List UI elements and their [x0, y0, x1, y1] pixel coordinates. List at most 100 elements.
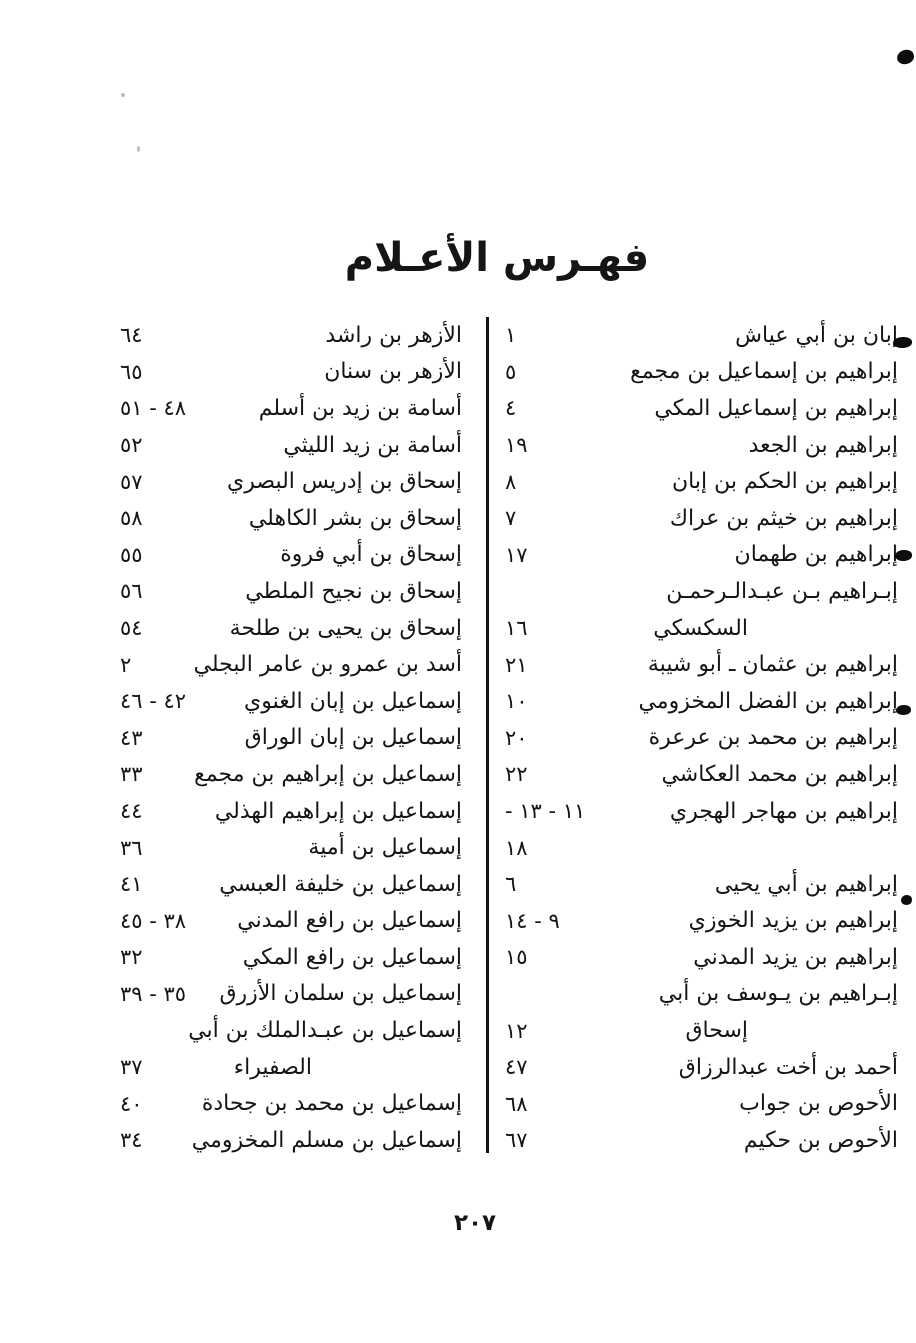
index-entry-page-numbers: ١٦ [505, 616, 528, 641]
index-entry-name: إبراهيم بن طهمان [734, 542, 898, 568]
index-row: إبـراهيم بـن عبـدالـرحمـن [505, 573, 898, 610]
index-entry-page-numbers: ٦٥ [120, 359, 143, 384]
index-row: الأحوص بن جواب ٦٨ [505, 1085, 898, 1122]
index-row: إسحاق بن بشر الكاهلي ٥٨ [120, 500, 462, 537]
index-row: إبراهيم بن محمد بن عرعرة ٢٠ [505, 720, 898, 757]
index-entry-page-numbers: ٦ [505, 872, 517, 897]
index-row: إبراهيم بن خيثم بن عراك ٧ [505, 500, 898, 537]
index-entry-page-numbers: ٤٠ [120, 1091, 143, 1116]
index-row: إسماعيل بن رافع المدني ٣٨ - ٤٥ [120, 903, 462, 940]
index-row: إبراهيم بن الجعد ١٩ [505, 427, 898, 464]
index-row: إسماعيل بن عبـدالملك بن أبي [120, 1012, 462, 1049]
index-entry-page-numbers: ٤١ [120, 872, 143, 897]
index-entry-name: إسماعيل بن خليفة العبسي [219, 871, 462, 897]
index-entry-name: إبـراهيم بـن عبـدالـرحمـن [666, 578, 898, 604]
index-entry-name: إبراهيم بن يزيد المدني [693, 944, 898, 970]
index-entry-page-numbers: ١٥ [505, 945, 528, 970]
index-row: أسامة بن زيد بن أسلم ٤٨ - ٥١ [120, 390, 462, 427]
index-row: إبراهيم بن يزيد المدني ١٥ [505, 939, 898, 976]
index-entry-page-numbers: ٤٣ [120, 725, 143, 750]
index-row: إسماعيل بن أمية ٣٦ [120, 829, 462, 866]
index-row: أسامة بن زيد الليثي ٥٢ [120, 427, 462, 464]
index-entry-name: إسماعيل بن إبان الغنوي [244, 688, 462, 714]
index-row: الأحوص بن حكيم ٦٧ [505, 1122, 898, 1159]
ink-speck [893, 337, 912, 348]
index-entry-page-numbers: ١٨ [505, 835, 528, 860]
index-entry-page-numbers: ٦٧ [505, 1128, 528, 1153]
index-entry-page-numbers: ١٢ [505, 1018, 528, 1043]
index-entry-name: إسماعيل بن محمد بن جحادة [201, 1091, 462, 1117]
index-entry-name: إبراهيم بن الفضل المخزومي [638, 688, 898, 714]
index-entry-page-numbers: ٥٢ [120, 433, 143, 458]
index-entry-name: إسماعيل بن رافع المكي [242, 944, 462, 970]
page-number: ٢٠٧ [453, 1210, 497, 1236]
index-entry-name: إسماعيل بن عبـدالملك بن أبي [188, 1018, 462, 1044]
index-entry-name: أسامة بن زيد بن أسلم [258, 395, 462, 421]
index-entry-page-numbers: ٣٣ [120, 762, 143, 787]
index-entry-page-numbers: ٤٧ [505, 1055, 528, 1080]
index-entry-name: إبراهيم بن الجعد [748, 432, 898, 458]
index-entry-page-numbers: ٢٠ [505, 725, 528, 750]
index-entry-name: إسحاق بن بشر الكاهلي [248, 505, 462, 531]
index-entry-page-numbers: ٥٤ [120, 616, 143, 641]
index-entry-page-numbers: ١٩ [505, 433, 528, 458]
ink-speck [896, 705, 911, 715]
index-row: إسحاق بن يحيى بن طلحة ٥٤ [120, 610, 462, 647]
index-row: أحمد بن أخت عبدالرزاق ٤٧ [505, 1049, 898, 1086]
index-entry-name: السكسكي [653, 615, 748, 641]
index-entry-name: إسحاق [685, 1018, 748, 1044]
index-row: إبراهيم بن عثمان ـ أبو شيبة ٢١ [505, 646, 898, 683]
index-entry-page-numbers: ٤ [505, 396, 517, 421]
ink-speck [895, 48, 916, 66]
index-entry-page-numbers: ٥٦ [120, 579, 143, 604]
index-entry-name: الأزهر بن سنان [324, 359, 462, 385]
index-entry-name: إسماعيل بن مسلم المخزومي [191, 1127, 462, 1153]
index-entry-name: أسد بن عمرو بن عامر البجلي [193, 652, 462, 678]
index-entry-page-numbers: ٧ [505, 506, 517, 531]
index-entry-name: الأحوص بن جواب [739, 1091, 898, 1117]
index-column-right: إبان بن أبي عياش ١ إبراهيم بن إسماعيل بن م… [505, 317, 898, 1159]
index-entry-name: إبراهيم بن إسماعيل المكي [654, 395, 898, 421]
index-row: إبراهيم بن مهاجر الهجري ١١ - ١٣ - [505, 793, 898, 830]
index-row: إسماعيل بن خليفة العبسي ٤١ [120, 866, 462, 903]
ink-speck [895, 550, 912, 561]
index-entry-name: إسماعيل بن إبراهيم بن مجمع [194, 761, 462, 787]
index-entry-page-numbers: ٨ [505, 469, 517, 494]
index-row: إبراهيم بن إسماعيل بن مجمع ٥ [505, 354, 898, 391]
index-row: إسماعيل بن محمد بن جحادة ٤٠ [120, 1085, 462, 1122]
index-entry-page-numbers: ٥٨ [120, 506, 143, 531]
index-row: إسحاق بن نجيح الملطي ٥٦ [120, 573, 462, 610]
index-entry-name: إبراهيم بن محمد العكاشي [661, 761, 898, 787]
index-row: إبراهيم بن الحكم بن إبان ٨ [505, 463, 898, 500]
index-row: إسحاق بن إدريس البصري ٥٧ [120, 463, 462, 500]
index-entry-name: أسامة بن زيد الليثي [283, 432, 462, 458]
index-entry-page-numbers: ١٠ [505, 689, 528, 714]
scan-dust-dot [121, 93, 125, 97]
index-entry-name: إبراهيم بن عثمان ـ أبو شيبة [647, 652, 898, 678]
index-row: إبراهيم بن يزيد الخوزي ٩ - ١٤ [505, 903, 898, 940]
index-entry-page-numbers: ٤٢ - ٤٦ [120, 689, 187, 714]
index-entry-page-numbers: ٣٢ [120, 945, 143, 970]
index-entry-name: إسماعيل بن إبراهيم الهذلي [214, 798, 462, 824]
index-entry-name: إبراهيم بن محمد بن عرعرة [648, 725, 898, 751]
index-entry-name: إبراهيم بن يزيد الخوزي [688, 908, 898, 934]
index-entry-name: إبـراهيم بن يـوسف بن أبي [658, 981, 898, 1007]
index-row: الأزهر بن سنان ٦٥ [120, 354, 462, 391]
index-entry-name: الأحوص بن حكيم [743, 1127, 898, 1153]
index-entry-name: إبراهيم بن إسماعيل بن مجمع [630, 359, 898, 385]
index-entry-page-numbers: ٣٨ - ٤٥ [120, 908, 187, 933]
index-entry-page-numbers: ٢٢ [505, 762, 528, 787]
index-row: ١٨ [505, 829, 898, 866]
index-row: إبراهيم بن أبي يحيى ٦ [505, 866, 898, 903]
index-row: إسحاق ١٢ [505, 1012, 898, 1049]
index-entry-page-numbers: ١٧ [505, 542, 528, 567]
index-entry-name: إسماعيل بن رافع المدني [237, 908, 462, 934]
index-row: أسد بن عمرو بن عامر البجلي ٢ [120, 646, 462, 683]
index-row: إسماعيل بن مسلم المخزومي ٣٤ [120, 1122, 462, 1159]
page-title: فهـرس الأعـلام [344, 234, 650, 281]
index-entry-page-numbers: ٥٥ [120, 542, 143, 567]
index-entry-page-numbers: ٥ [505, 359, 517, 384]
index-entry-name: الأزهر بن راشد [325, 322, 462, 348]
index-row: الصفيراء ٣٧ [120, 1049, 462, 1086]
